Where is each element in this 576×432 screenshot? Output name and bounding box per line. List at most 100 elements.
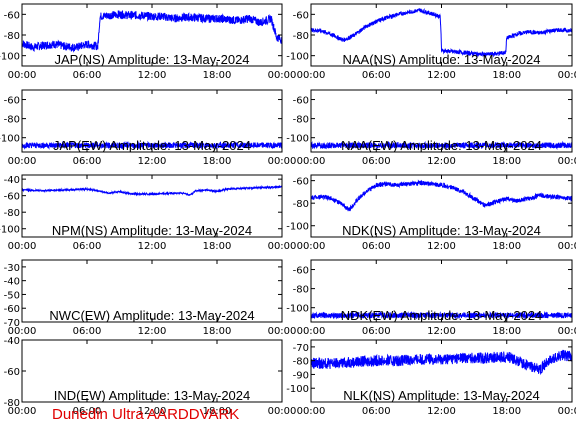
y-tick-label: -60 [4,96,20,107]
x-tick-label: 00:00 [8,70,37,81]
x-tick-label: 18:00 [203,241,232,252]
x-tick-label: 00:00 [8,156,37,167]
y-tick-label: -80 [4,31,20,42]
series-line-0 [311,7,572,59]
y-tick-label: -80 [4,208,20,219]
x-tick-label: 00:00 [558,241,576,252]
x-tick-label: 18:00 [492,326,521,337]
y-tick-label: -70 [4,318,20,329]
x-tick-label: 18:00 [203,70,232,81]
chart-panel-4: -100 -80 -60 -40 00:00 06:00 12:00 18:00 00:00 NP… [0,174,297,252]
y-tick-label: -40 [4,175,20,186]
y-tick-label: -60 [293,266,309,277]
chart-panel-9: -100 -90 -80 -70 00:00 06:00 12:00 18:00 00:00 NL… [286,339,576,417]
x-tick-label: 00:00 [297,406,326,417]
y-tick-label: -90 [293,370,309,381]
panel-title: NDK(EW) Amplitude: 13-May-2024 [341,308,543,323]
x-tick-label: 00:00 [558,70,576,81]
y-tick-label: -100 [286,222,309,233]
x-tick-label: 12:00 [427,326,456,337]
x-tick-label: 12:00 [138,326,167,337]
x-tick-label: 18:00 [203,156,232,167]
x-tick-label: 18:00 [203,326,232,337]
y-tick-label: -100 [286,304,309,315]
chart-panel-5: -100 -80 -60 00:00 06:00 12:00 18:00 00:00 NDK(N… [286,174,576,252]
x-tick-label: 18:00 [492,406,521,417]
panel-title: NAA(NS) Amplitude: 13-May-2024 [343,52,541,67]
x-tick-label: 00:00 [8,241,37,252]
series-line-0 [311,349,572,376]
panel-title: NWC(EW) Amplitude: 13-May-2024 [49,308,254,323]
x-tick-label: 00:00 [297,326,326,337]
x-tick-label: 06:00 [73,326,102,337]
x-tick-label: 12:00 [138,70,167,81]
x-tick-label: 06:00 [362,241,391,252]
y-tick-label: -60 [4,192,20,203]
footer-label: Dunedin Ultra AARDDVARK [52,406,240,423]
y-tick-label: -80 [4,115,20,126]
chart-panel-8: -80 -60 -40 00:00 06:00 12:00 18:00 00:00 IND(EW… [4,336,297,417]
x-tick-label: 06:00 [362,406,391,417]
y-tick-label: -50 [4,290,20,301]
x-tick-label: 06:00 [73,406,102,417]
y-tick-label: -100 [0,134,20,145]
series-line-0 [311,140,572,150]
x-tick-label: 18:00 [203,406,232,417]
y-tick-label: -60 [293,96,309,107]
panel-title: JAP(NS) Amplitude: 13-May-2024 [54,52,249,67]
x-tick-label: 06:00 [362,326,391,337]
series-line-0 [22,184,282,197]
x-tick-label: 12:00 [427,70,456,81]
x-tick-label: 18:00 [492,156,521,167]
panel-title: IND(EW) Amplitude: 13-May-2024 [54,388,251,403]
y-tick-label: -80 [293,199,309,210]
y-tick-label: -40 [4,277,20,288]
panel-title: NAA(EW) Amplitude: 13-May-2024 [341,138,542,153]
x-tick-label: 12:00 [138,406,167,417]
chart-panel-0: -100 -80 -60 00:00 06:00 12:00 18:00 00:00 JAP(N… [0,3,297,81]
x-tick-label: 00:00 [297,70,326,81]
x-tick-label: 18:00 [492,70,521,81]
x-tick-label: 12:00 [138,241,167,252]
x-tick-label: 12:00 [427,406,456,417]
chart-panel-3: -100 -80 -60 00:00 06:00 12:00 18:00 00:00 NAA(E… [286,89,576,167]
x-tick-label: 00:00 [268,156,297,167]
y-tick-label: -80 [4,398,20,409]
x-tick-label: 18:00 [492,241,521,252]
x-tick-label: 00:00 [297,241,326,252]
y-tick-label: -100 [286,52,309,63]
y-tick-label: -60 [293,10,309,21]
panel-title: NLK(NS) Amplitude: 13-May-2024 [343,388,540,403]
y-tick-label: -80 [293,285,309,296]
panel-title: NPM(NS) Amplitude: 13-May-2024 [52,223,252,238]
y-tick-label: -60 [4,10,20,21]
x-tick-label: 00:00 [268,241,297,252]
y-tick-label: -100 [0,52,20,63]
panel-title: JAP(EW) Amplitude: 13-May-2024 [53,138,251,153]
x-tick-label: 00:00 [297,156,326,167]
chart-panel-7: -100 -80 -60 00:00 06:00 12:00 18:00 00:00 NDK(E… [286,259,576,337]
chart-panel-1: -100 -80 -60 00:00 06:00 12:00 18:00 00:00 NAA(N… [286,3,576,81]
chart-panel-6: -70 -60 -50 -40 -30 00:00 06:00 12:00 18:00 00:00… [4,259,296,337]
x-tick-label: 06:00 [362,70,391,81]
x-tick-label: 00:00 [268,406,297,417]
x-tick-label: 00:00 [558,156,576,167]
x-tick-label: 00:00 [558,326,576,337]
y-tick-label: -70 [293,343,309,354]
y-tick-label: -40 [4,336,20,347]
y-tick-label: -100 [0,225,20,236]
x-tick-label: 12:00 [138,156,167,167]
x-tick-label: 12:00 [427,241,456,252]
series-line-0 [311,179,572,212]
x-tick-label: 00:00 [268,70,297,81]
y-tick-label: -100 [286,134,309,145]
x-tick-label: 00:00 [8,326,37,337]
y-tick-label: -100 [286,384,309,395]
series-line-0 [22,10,282,53]
y-tick-label: -80 [293,357,309,368]
series-line-0 [22,140,282,150]
x-tick-label: 12:00 [427,156,456,167]
x-tick-label: 00:00 [558,406,576,417]
y-tick-label: -60 [4,367,20,378]
